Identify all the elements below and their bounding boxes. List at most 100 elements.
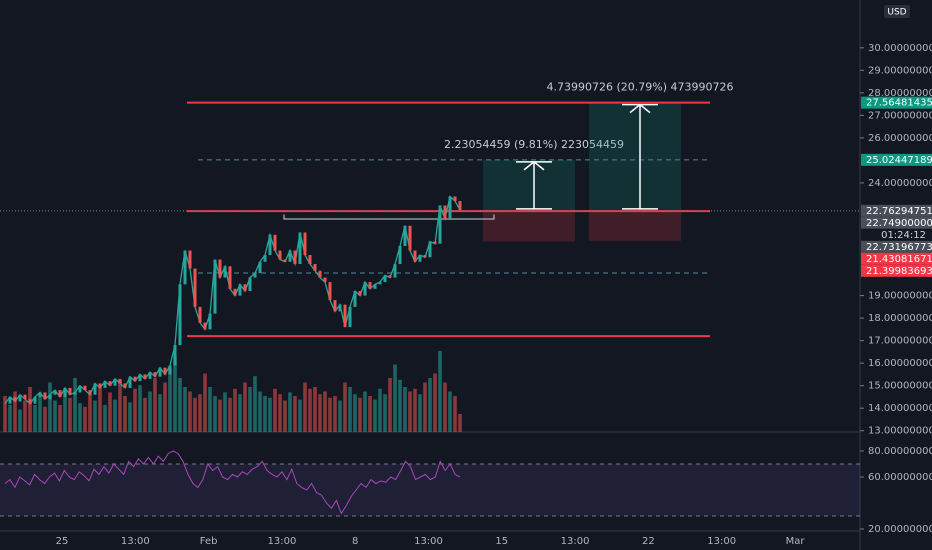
volume-bar <box>203 373 207 432</box>
y-tick-label: 28.00000000 <box>868 88 932 99</box>
price-tag <box>861 264 932 277</box>
volume-bar <box>298 399 302 432</box>
y-tick-label: 24.00000000 <box>868 178 932 189</box>
volume-bar <box>383 394 387 432</box>
volume-bar <box>158 394 162 432</box>
candle <box>278 250 282 260</box>
volume-bar <box>53 400 57 432</box>
volume-bar <box>98 387 102 432</box>
y-tick-label: 13.00000000 <box>868 426 932 437</box>
candle <box>403 225 407 247</box>
volume-bar <box>353 394 357 432</box>
candle <box>303 232 307 256</box>
volume-bar <box>78 403 82 432</box>
volume-bar <box>148 391 152 432</box>
currency-badge <box>884 5 910 18</box>
volume-bar <box>183 387 187 432</box>
volume-bar <box>243 382 247 432</box>
volume-bar <box>313 387 317 432</box>
candle <box>148 372 152 379</box>
volume-bar <box>433 373 437 432</box>
volume-bar <box>428 378 432 432</box>
volume-bar <box>323 391 327 432</box>
candle <box>168 365 172 375</box>
measure-arrow <box>622 103 658 114</box>
y-tick-label: 17.00000000 <box>868 336 932 347</box>
candle <box>378 282 382 285</box>
price-tag-label: 22.73196773 <box>866 242 932 253</box>
candle <box>433 241 437 244</box>
volume-bar <box>193 397 197 432</box>
candle <box>178 284 182 346</box>
candle <box>318 270 322 278</box>
volume-bar <box>128 402 132 432</box>
volume-bar <box>423 382 427 432</box>
x-tick-label: 15 <box>495 536 508 547</box>
volume-bar <box>23 400 27 432</box>
volume-bar <box>343 382 347 432</box>
candle <box>458 200 462 210</box>
volume-bar <box>108 392 112 432</box>
volume-bar <box>403 387 407 432</box>
candle <box>113 378 117 386</box>
price-tag <box>861 216 932 229</box>
candle <box>453 196 457 201</box>
candle <box>228 266 232 289</box>
volume-bar <box>178 378 182 432</box>
price-tag <box>861 252 932 265</box>
volume-bar <box>8 405 12 432</box>
volume-bar <box>378 388 382 432</box>
candle <box>293 250 297 265</box>
rsi-line <box>4 450 461 515</box>
candle <box>38 392 42 397</box>
candle <box>273 234 277 251</box>
price-tag-label: 22.76294751 <box>866 206 932 217</box>
profit-zone <box>483 159 575 211</box>
x-tick-label: 13:00 <box>561 536 590 547</box>
volume-bar <box>303 382 307 432</box>
volume-bar <box>238 394 242 432</box>
volume-bar <box>93 400 97 432</box>
candle <box>243 284 247 292</box>
candle <box>88 390 92 395</box>
candle <box>13 396 17 402</box>
price-tag <box>861 153 932 166</box>
candle <box>428 241 432 258</box>
measure-arrow <box>516 160 552 171</box>
candle <box>188 250 192 269</box>
candle <box>23 394 27 400</box>
candle <box>438 205 442 244</box>
candle <box>193 268 197 307</box>
volume-bar <box>13 391 17 432</box>
candle <box>298 232 302 265</box>
x-tick-label: Mar <box>786 536 806 547</box>
volume-bar <box>438 351 442 432</box>
candle <box>408 225 412 251</box>
volume-bar <box>103 405 107 432</box>
volume-bar <box>63 391 67 432</box>
loss-zone <box>589 210 681 241</box>
candle <box>333 300 337 312</box>
candle <box>33 396 37 404</box>
volume-bar <box>368 396 372 432</box>
volume-bar <box>418 394 422 432</box>
rsi-band <box>0 464 860 516</box>
volume-bar <box>113 399 117 432</box>
volume-bar <box>278 394 282 432</box>
candle <box>78 385 82 393</box>
candle <box>143 374 147 379</box>
volume-bar <box>373 399 377 432</box>
volume-bar <box>388 378 392 432</box>
volume-bar <box>218 399 222 432</box>
volume-bar <box>308 388 312 432</box>
candle <box>28 399 32 404</box>
y-tick-label: 18.00000000 <box>868 313 932 324</box>
volume-bar <box>58 405 62 432</box>
x-tick-label: 13:00 <box>121 536 150 547</box>
y-tick-label: 26.00000000 <box>868 133 932 144</box>
candle <box>58 390 62 397</box>
x-tick-label: 13:00 <box>707 536 736 547</box>
volume-bar <box>43 406 47 432</box>
volume-bar <box>118 379 122 432</box>
